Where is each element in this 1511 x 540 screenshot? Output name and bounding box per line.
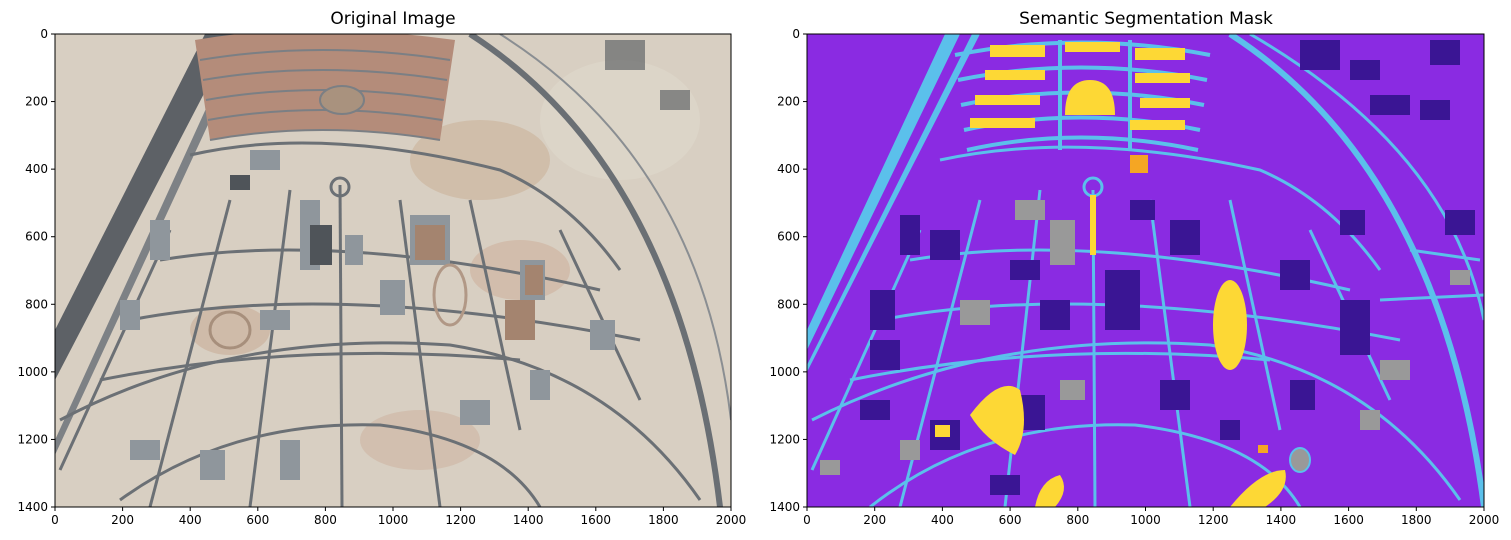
y-tick-label: 1200 xyxy=(769,432,800,446)
x-tick-label: 0 xyxy=(803,513,811,527)
x-tick-label: 800 xyxy=(314,513,337,527)
y-tick-label: 1000 xyxy=(769,365,800,379)
x-tick-label: 400 xyxy=(179,513,202,527)
x-tick-label: 1800 xyxy=(648,513,679,527)
x-tick-label: 200 xyxy=(111,513,134,527)
axis-ticks-mask xyxy=(803,33,1485,511)
axis-labels-original: 0 200 400 600 800 1000 1200 1400 1600 1800 2000 0 20… xyxy=(17,27,746,527)
x-tick-label: 1800 xyxy=(1401,513,1432,527)
x-tick-label: 600 xyxy=(999,513,1022,527)
original-image xyxy=(55,34,731,507)
axis-labels-mask: 0 200 400 600 800 1000 1200 1400 1600 1800 2000 0 20… xyxy=(769,27,1499,527)
y-tick-label: 400 xyxy=(25,162,48,176)
panel-title-mask: Semantic Segmentation Mask xyxy=(1019,9,1273,29)
y-tick-label: 800 xyxy=(25,297,48,311)
y-tick-label: 0 xyxy=(792,27,800,41)
x-tick-label: 600 xyxy=(246,513,269,527)
x-tick-label: 1000 xyxy=(378,513,409,527)
y-tick-label: 800 xyxy=(777,297,800,311)
segmentation-mask xyxy=(807,34,1484,507)
y-tick-label: 1200 xyxy=(17,432,48,446)
y-tick-label: 600 xyxy=(25,230,48,244)
y-tick-label: 200 xyxy=(777,95,800,109)
x-tick-label: 400 xyxy=(931,513,954,527)
x-tick-label: 1600 xyxy=(1333,513,1364,527)
x-tick-label: 1200 xyxy=(445,513,476,527)
y-tick-label: 400 xyxy=(777,162,800,176)
x-tick-label: 1200 xyxy=(1198,513,1229,527)
x-tick-label: 2000 xyxy=(1469,513,1500,527)
y-tick-label: 1000 xyxy=(17,365,48,379)
y-tick-label: 1400 xyxy=(17,500,48,514)
x-tick-label: 1600 xyxy=(581,513,612,527)
x-tick-label: 1000 xyxy=(1130,513,1161,527)
x-tick-label: 200 xyxy=(863,513,886,527)
x-tick-label: 2000 xyxy=(716,513,747,527)
axis-ticks-original xyxy=(51,33,732,511)
x-tick-label: 1400 xyxy=(513,513,544,527)
x-tick-label: 800 xyxy=(1066,513,1089,527)
y-tick-label: 1400 xyxy=(769,500,800,514)
panel-title-original: Original Image xyxy=(330,9,455,29)
y-tick-label: 600 xyxy=(777,230,800,244)
x-tick-label: 0 xyxy=(51,513,59,527)
x-tick-label: 1400 xyxy=(1266,513,1297,527)
y-tick-label: 200 xyxy=(25,95,48,109)
y-tick-label: 0 xyxy=(40,27,48,41)
